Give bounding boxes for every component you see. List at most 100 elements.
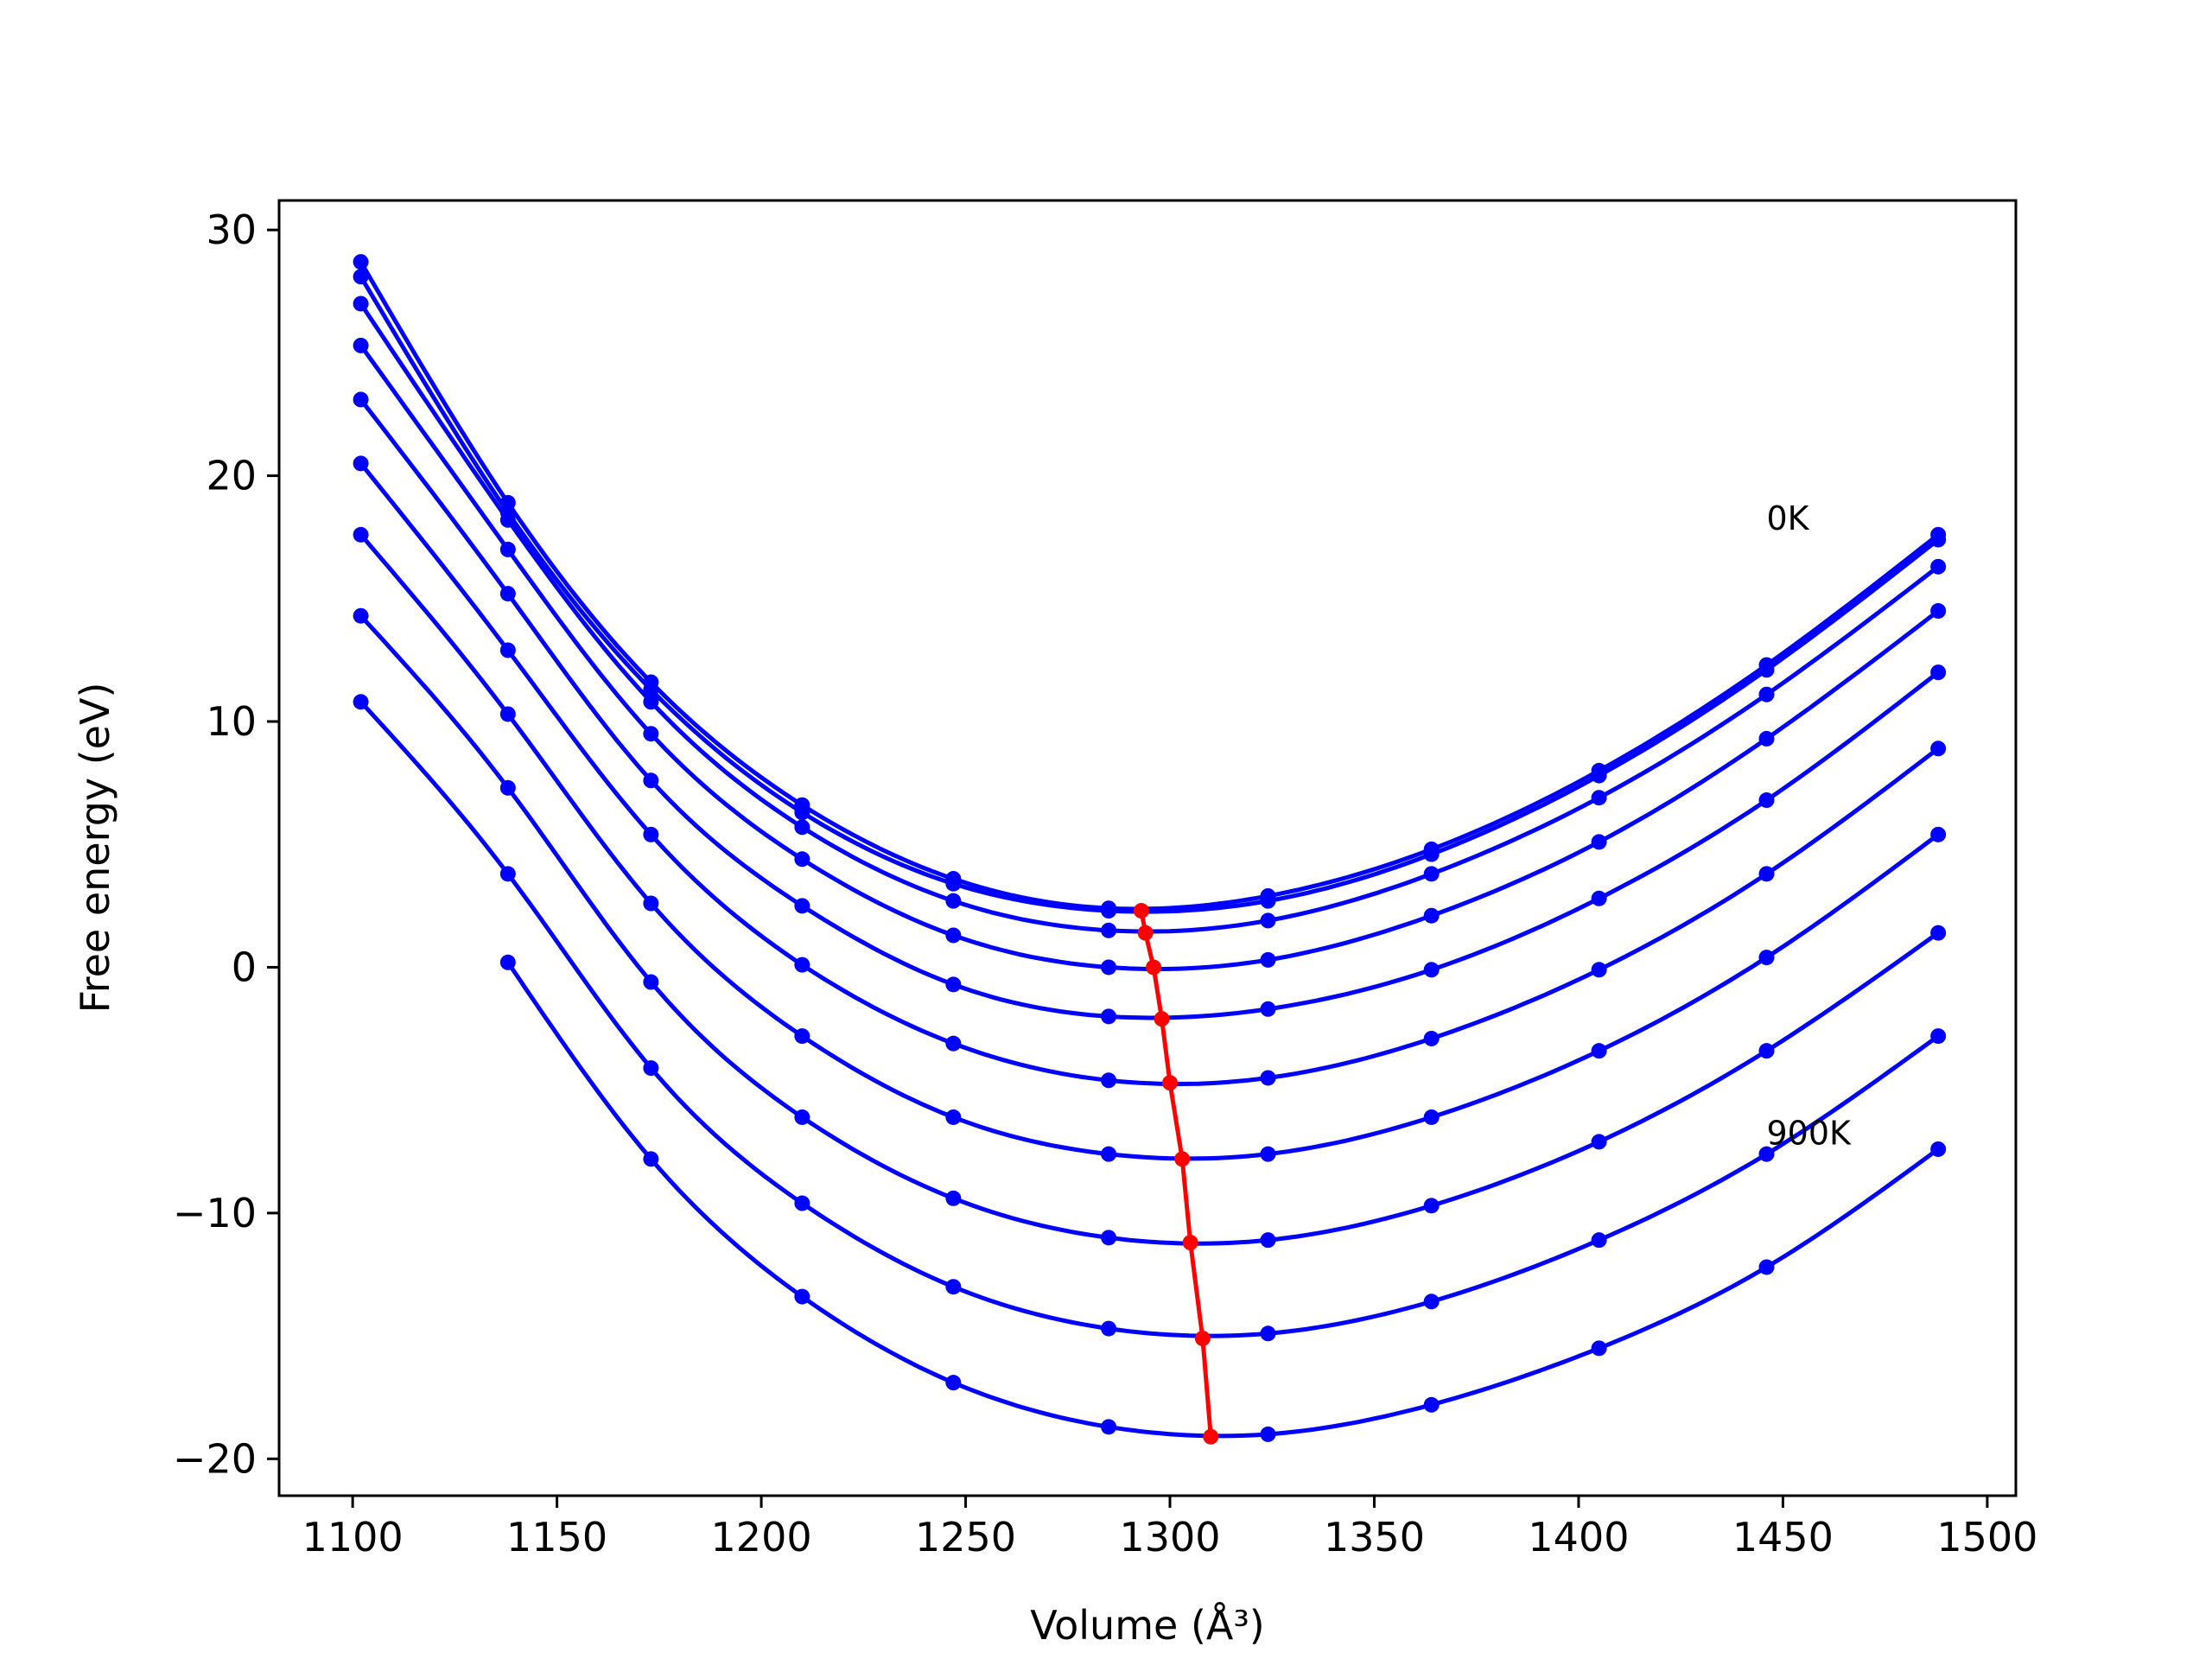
series-5-point [499, 586, 516, 602]
x-axis-label: Volume (Å³) [1030, 1602, 1265, 1649]
series-2-point [945, 875, 962, 892]
series-2-point [1423, 846, 1440, 862]
series-8-point [353, 607, 369, 624]
series-6-point [1591, 962, 1607, 978]
series-8-point [1101, 1230, 1117, 1246]
series-8-point [945, 1190, 962, 1206]
series-7-point [1101, 1146, 1117, 1162]
minimum-point [1203, 1428, 1219, 1445]
series-3-point [1758, 686, 1775, 702]
series-8-point [1591, 1134, 1607, 1150]
series-6-point [1758, 866, 1775, 882]
x-tick-label: 1500 [1936, 1514, 2037, 1560]
series-6-point [1101, 1072, 1117, 1089]
annotations: 0K 900K [1767, 499, 1853, 1152]
x-tick-label: 1200 [711, 1514, 812, 1560]
series-5-point [1260, 1001, 1276, 1017]
series-7-point [1758, 950, 1775, 966]
x-tick-label: 1350 [1324, 1514, 1425, 1560]
series-4-point [945, 927, 962, 944]
series-line-7 [359, 533, 1940, 1161]
series-6-point [1260, 1070, 1276, 1086]
series-9-point [643, 1060, 659, 1077]
temperature-annotation: 900K [1767, 1114, 1853, 1152]
series-3-point [499, 512, 516, 528]
series-10-point [499, 954, 516, 970]
series-3-point [794, 819, 810, 836]
series-4-point [643, 726, 659, 742]
series-8-point [794, 1109, 810, 1125]
series-3-point [1423, 866, 1440, 882]
series-9-point [794, 1195, 810, 1211]
minimum-point [1146, 959, 1162, 976]
series-10-point [794, 1288, 810, 1305]
series-9-point [1930, 1028, 1947, 1045]
series-10-point [643, 1151, 659, 1167]
series-line-10 [505, 961, 1940, 1439]
series-3-point [1101, 922, 1117, 938]
x-tick-label: 1400 [1528, 1514, 1629, 1560]
x-tick-label: 1100 [302, 1514, 404, 1560]
series-4-point [499, 541, 516, 557]
series-10-point [945, 1375, 962, 1391]
series-9-point [1591, 1232, 1607, 1249]
series-10-point [1260, 1426, 1276, 1442]
series-8-point [1423, 1198, 1440, 1214]
series-6-point [1423, 1030, 1440, 1046]
series-7-point [794, 1028, 810, 1045]
series-3-point [643, 694, 659, 710]
series-5-point [643, 772, 659, 789]
minimum-point [1154, 1011, 1170, 1027]
series-7-point [499, 706, 516, 722]
series-2-point [353, 269, 369, 285]
series-4-point [1930, 603, 1947, 620]
series-7-point [1930, 826, 1947, 842]
series-line-6 [359, 461, 1940, 1086]
series-9-point [1423, 1294, 1440, 1310]
series-8-point [499, 779, 516, 796]
y-tick-label: 20 [206, 453, 257, 499]
series-5-point [945, 976, 962, 993]
y-tick-label: 10 [206, 698, 257, 745]
x-tick-label: 1150 [506, 1514, 607, 1560]
series-10-point [1101, 1419, 1117, 1435]
series-4-point [1758, 730, 1775, 747]
series-3-point [1260, 912, 1276, 929]
series-line-2 [359, 275, 1940, 914]
series-line-8 [359, 614, 1940, 1246]
series-7-point [643, 895, 659, 912]
series-5-point [353, 391, 369, 408]
series-7-point [1591, 1043, 1607, 1059]
series-4-point [1260, 951, 1276, 968]
temperature-annotation: 0K [1767, 499, 1810, 537]
series-7-point [1260, 1146, 1276, 1162]
series-8-point [643, 974, 659, 990]
series-3-point [945, 893, 962, 909]
series-2-point [1101, 903, 1117, 919]
minimum-point [1137, 925, 1154, 941]
series-10-point [1423, 1396, 1440, 1413]
series-line-1 [359, 260, 1940, 912]
series-10-point [1591, 1340, 1607, 1357]
series-4-point [1423, 907, 1440, 924]
series-2-point [1758, 662, 1775, 678]
series-2-point [1260, 893, 1276, 909]
series-line-9 [359, 700, 1940, 1338]
series-2-point [1591, 767, 1607, 784]
series-5-point [1930, 664, 1947, 681]
series-9-point [1260, 1325, 1276, 1342]
series-10-point [1758, 1259, 1775, 1275]
series-4-point [1101, 959, 1117, 976]
minimum-point [1182, 1235, 1198, 1251]
series-9-point [1758, 1146, 1775, 1162]
series-5-point [1101, 1008, 1117, 1025]
series-9-point [499, 866, 516, 882]
minimum-line [1139, 910, 1213, 1437]
series-1-point [353, 254, 369, 270]
series-4-point [1591, 834, 1607, 850]
series-9-point [945, 1279, 962, 1295]
y-tick-label: 30 [206, 207, 257, 253]
series-7-point [945, 1109, 962, 1125]
series-2-point [1930, 531, 1947, 548]
